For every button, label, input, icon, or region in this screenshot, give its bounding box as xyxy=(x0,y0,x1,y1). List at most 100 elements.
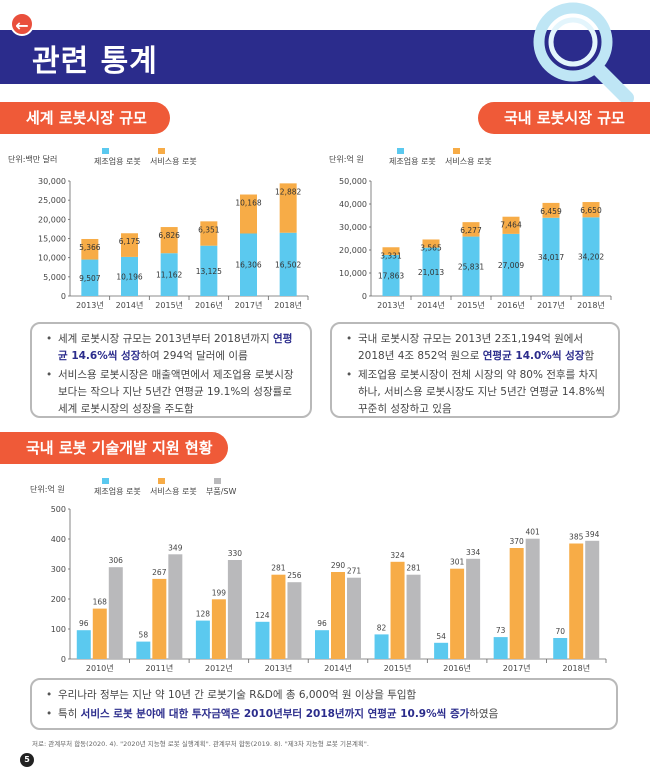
bar xyxy=(315,630,329,659)
data-label: 385 xyxy=(569,533,584,542)
bar xyxy=(582,217,600,296)
data-label: 6,826 xyxy=(158,231,180,240)
bar xyxy=(76,630,91,659)
x-tick-label: 2016년 xyxy=(443,663,471,673)
rd-support-chart: 단위:억 원 제조업용 로봇 서비스용 로봇 부품/SW 0 100 200 300 400 50… xyxy=(30,478,607,673)
data-label: 27,009 xyxy=(498,261,524,270)
source-note: 저로: 관계부처 합동(2020. 4). "2020년 지능형 로봇 실행계획… xyxy=(32,740,369,748)
legend-label: 서비스용 로봇 xyxy=(150,157,197,166)
data-label: 401 xyxy=(526,528,541,537)
bar xyxy=(279,183,297,233)
y-tick-label: 300 xyxy=(51,565,66,574)
legend-swatch xyxy=(158,148,165,154)
x-tick-label: 2014년 xyxy=(417,300,445,310)
unit-label: 단위:백만 달러 xyxy=(8,154,57,164)
section-title: 국내 로봇 기술개발 지원 현황 xyxy=(26,439,213,457)
legend-label: 제조업용 로봇 xyxy=(94,487,141,496)
data-label: 271 xyxy=(347,567,362,576)
x-tick-label: 2011년 xyxy=(145,663,173,673)
data-label: 17,863 xyxy=(378,271,404,280)
legend-label: 제조업용 로봇 xyxy=(94,157,141,166)
data-label: 290 xyxy=(331,561,346,570)
data-label: 128 xyxy=(196,610,211,619)
note-item: 국내 로봇시장 규모는 2013년 2조1,194억 원에서 2018년 4조 … xyxy=(346,331,606,365)
bar xyxy=(466,558,481,659)
data-label: 21,013 xyxy=(418,268,444,277)
data-label: 34,017 xyxy=(538,253,564,262)
legend-label: 서비스용 로봇 xyxy=(150,487,197,496)
bar xyxy=(81,238,99,260)
note-item: 제조업용 로봇시장이 전체 시장의 약 80% 전후를 차지하나, 서비스용 로… xyxy=(346,367,606,418)
y-tick-label: 15,000 xyxy=(38,235,66,244)
bar xyxy=(462,222,480,237)
bar xyxy=(374,634,389,659)
y-tick-label: 400 xyxy=(51,535,66,544)
data-label: 370 xyxy=(510,537,525,546)
x-tick-label: 2015년 xyxy=(457,300,485,310)
data-label: 70 xyxy=(555,627,565,636)
bar xyxy=(582,202,600,218)
data-label: 301 xyxy=(450,558,465,567)
x-tick-label: 2015년 xyxy=(155,300,183,310)
note-item: 특히 서비스 로봇 분야에 대한 투자금액은 2010년부터 2018년까지 연… xyxy=(46,706,604,723)
note-item: 서비스용 로봇시장은 매출액면에서 제조업용 로봇시장보다는 작으나 지난 5년… xyxy=(46,367,298,418)
y-tick-label: 10,000 xyxy=(38,254,66,263)
magnifier-icon xyxy=(533,2,634,105)
data-label: 11,162 xyxy=(156,271,182,280)
legend-label: 제조업용 로봇 xyxy=(389,157,436,166)
data-label: 10,168 xyxy=(235,199,261,208)
bar xyxy=(200,245,218,296)
data-label: 199 xyxy=(212,588,227,597)
back-button[interactable]: ← xyxy=(10,12,34,36)
page-number: 5 xyxy=(20,753,34,767)
legend-swatch xyxy=(102,148,109,154)
data-label: 16,502 xyxy=(275,260,301,269)
data-label: 267 xyxy=(152,568,167,577)
bar xyxy=(271,574,286,659)
data-label: 73 xyxy=(496,626,506,635)
domestic-market-notes: 국내 로봇시장 규모는 2013년 2조1,194억 원에서 2018년 4조 … xyxy=(330,322,620,418)
bar xyxy=(509,548,524,659)
data-label: 6,277 xyxy=(460,226,482,235)
bar xyxy=(553,638,568,659)
bar xyxy=(136,641,151,659)
y-tick-label: 0 xyxy=(362,292,367,301)
bar xyxy=(160,227,178,254)
data-label: 96 xyxy=(79,619,89,628)
bar xyxy=(422,247,440,296)
x-tick-label: 2013년 xyxy=(377,300,405,310)
x-tick-label: 2014년 xyxy=(324,663,352,673)
data-label: 13,125 xyxy=(196,267,222,276)
y-tick-label: 20,000 xyxy=(339,246,367,255)
section-title: 세계 로봇시장 규모 xyxy=(26,109,147,127)
legend-swatch xyxy=(397,148,404,154)
bar xyxy=(434,642,449,659)
data-label: 9,507 xyxy=(79,274,101,283)
data-label: 6,459 xyxy=(540,207,562,216)
bar xyxy=(542,202,560,218)
bar xyxy=(542,217,560,296)
legend-swatch xyxy=(102,478,109,484)
data-label: 6,650 xyxy=(580,206,602,215)
data-label: 281 xyxy=(271,564,286,573)
bar xyxy=(200,221,218,246)
data-label: 168 xyxy=(93,598,108,607)
y-tick-label: 50,000 xyxy=(339,177,367,186)
data-label: 394 xyxy=(585,530,600,539)
bar xyxy=(502,216,520,234)
legend-swatch xyxy=(158,478,165,484)
bar xyxy=(462,236,480,296)
data-label: 6,175 xyxy=(119,237,141,246)
y-tick-label: 25,000 xyxy=(38,196,66,205)
y-tick-label: 100 xyxy=(51,625,66,634)
bar xyxy=(255,621,270,659)
x-tick-label: 2013년 xyxy=(265,663,293,673)
bar xyxy=(450,568,465,659)
bar xyxy=(168,554,183,659)
y-tick-label: 20,000 xyxy=(38,215,66,224)
y-tick-label: 30,000 xyxy=(38,177,66,186)
x-tick-label: 2016년 xyxy=(195,300,223,310)
bar xyxy=(502,233,520,296)
bar xyxy=(525,538,540,659)
world-market-notes: 세계 로봇시장 규모는 2013년부터 2018년까지 연평균 14.6%씩 성… xyxy=(30,322,312,418)
